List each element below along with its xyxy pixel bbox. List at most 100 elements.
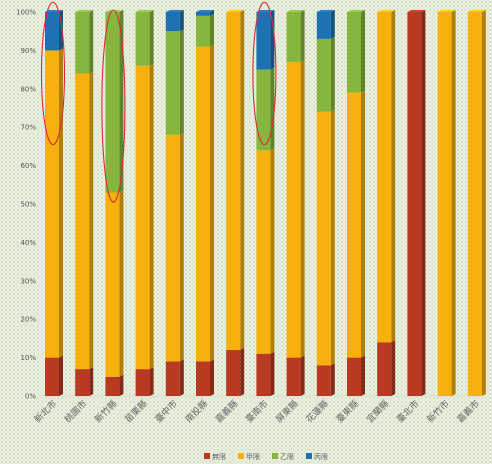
bar-segment-side: [330, 36, 335, 112]
bar-segment: [105, 12, 120, 193]
x-tick-label: 花蓮縣: [303, 398, 331, 426]
legend-swatch: [204, 453, 210, 459]
bar-segment: [165, 134, 180, 362]
bar-top-cap: [286, 10, 305, 12]
bar-segment-side: [240, 347, 245, 396]
bar-segment: [437, 12, 452, 396]
bar-group: [407, 10, 426, 396]
legend-swatch: [238, 453, 244, 459]
bar-group: [226, 10, 245, 396]
bar-segment-side: [270, 67, 275, 151]
bar-segment: [256, 150, 271, 354]
bar-segment: [407, 12, 422, 396]
highlight-ellipse: [252, 1, 277, 146]
bar-segment: [286, 61, 301, 358]
bar-segment: [286, 357, 301, 396]
y-tick-label: 40%: [20, 239, 36, 247]
bar-segment: [286, 12, 301, 62]
bar-segment-side: [119, 10, 124, 193]
bar-segment: [377, 342, 392, 396]
y-tick-label: 90%: [20, 47, 36, 55]
bar-group: [105, 10, 124, 396]
bar-segment: [316, 365, 331, 396]
bar-segment-side: [451, 10, 456, 396]
x-tick-label: 嘉義縣: [213, 398, 241, 426]
bar-segment: [105, 376, 120, 396]
bar-segment: [75, 369, 90, 396]
y-tick-label: 0%: [25, 393, 36, 401]
x-tick-label: 屏東縣: [273, 398, 301, 426]
x-tick-label: 臺東縣: [334, 398, 362, 426]
bar-segment: [377, 12, 392, 343]
bar-segment: [75, 73, 90, 370]
bar-segment: [196, 15, 210, 47]
bar-segment: [45, 12, 59, 51]
bar-segment: [135, 12, 150, 66]
x-tick-label: 臺中市: [152, 398, 180, 426]
bar-top-cap: [105, 10, 124, 12]
bar-segment-side: [300, 10, 305, 62]
y-tick-label: 70%: [20, 124, 36, 132]
bar-segment: [256, 12, 271, 70]
bar-group: [135, 10, 154, 396]
bar-segment: [316, 12, 331, 39]
bar-segment-side: [149, 367, 154, 396]
bar-segment-side: [210, 359, 214, 396]
bar-segment-side: [361, 355, 365, 396]
bar-segment-side: [179, 10, 184, 32]
bar-segment-side: [330, 10, 335, 39]
legend-label: 無限: [212, 452, 226, 461]
bar-segment: [226, 12, 241, 350]
bar-segment-side: [210, 44, 214, 362]
bar-segment: [135, 65, 150, 370]
highlight-ellipses: [40, 1, 277, 203]
bar-segment: [256, 353, 271, 396]
bar-top-cap: [165, 10, 184, 12]
bar-segment: [347, 357, 361, 396]
bar-segment-side: [59, 48, 63, 358]
y-tick-label: 10%: [20, 354, 36, 362]
bar-segment: [75, 12, 90, 74]
highlight-ellipse: [101, 9, 126, 203]
bar-group: [316, 10, 335, 396]
x-tick-label: 新竹縣: [92, 398, 120, 426]
bar-segment-side: [210, 13, 214, 47]
y-tick-label: 80%: [20, 85, 36, 93]
bar-segment: [165, 361, 180, 396]
legend-swatch: [306, 453, 312, 459]
bar-segment-side: [361, 90, 365, 358]
bar-segment-side: [481, 10, 486, 396]
bar-segment-side: [89, 367, 94, 396]
bar-group: [75, 10, 94, 396]
x-axis: 新北市 桃園市 新竹縣 苗栗縣 臺中市 南投縣 嘉義縣 臺南市 屏東縣 花蓮縣 臺東縣 宜蘭縣 臺北市新…: [32, 398, 482, 426]
bar-segment: [135, 369, 150, 396]
bar-segment: [347, 12, 361, 93]
bar-top-cap: [407, 10, 426, 12]
bar-top-cap: [437, 10, 456, 12]
bar-segment: [165, 31, 180, 135]
bar-segment: [316, 38, 331, 112]
bar-segment: [347, 92, 361, 358]
bar-segment: [226, 349, 241, 396]
bar-group: [286, 10, 305, 396]
bar-segment-side: [300, 355, 305, 396]
x-tick-label: 臺南市: [243, 398, 271, 426]
bar-segment-side: [149, 10, 154, 66]
bar-segment: [105, 192, 120, 377]
highlight-ellipse: [40, 1, 66, 146]
bar-group: [196, 10, 214, 396]
bar-segment-side: [361, 10, 365, 93]
bar-segment-side: [89, 10, 94, 74]
bar-segment-side: [330, 109, 335, 366]
bar-segment-side: [89, 71, 94, 370]
bar-group: [45, 10, 63, 396]
bar-plot-area: [45, 10, 486, 396]
bar-top-cap: [467, 10, 486, 12]
legend: 無限 甲限 乙限 丙限: [204, 452, 328, 461]
bar-segment: [196, 46, 210, 362]
bar-segment-side: [119, 190, 124, 377]
bar-top-cap: [226, 10, 245, 12]
bar-segment-side: [421, 10, 426, 396]
x-tick-label: 苗栗縣: [123, 398, 150, 425]
